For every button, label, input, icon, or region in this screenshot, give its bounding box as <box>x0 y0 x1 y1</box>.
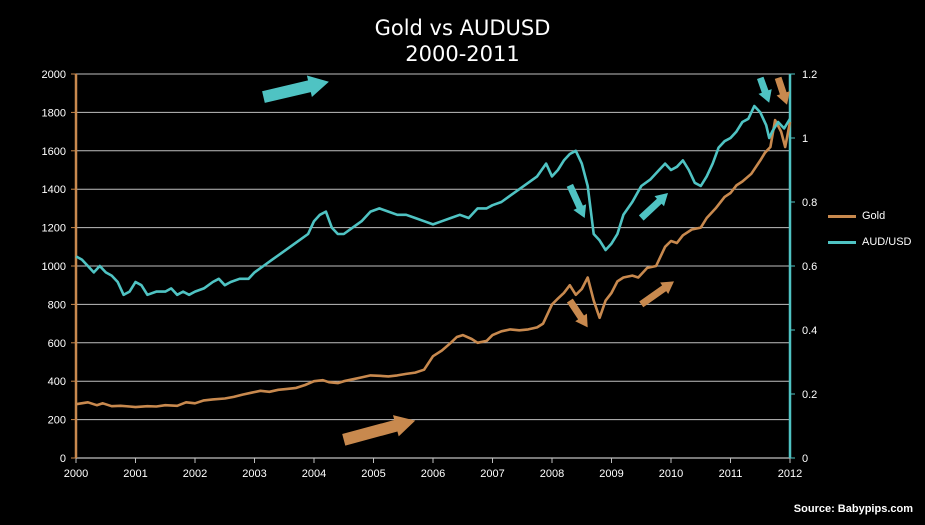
annotation-arrow-6 <box>639 281 674 308</box>
y-right-tick-label: 0.6 <box>802 261 817 273</box>
legend-label-audusd: AUD/USD <box>862 236 912 248</box>
annotation-arrow-1 <box>262 75 329 103</box>
y-left-tick-label: 800 <box>48 299 66 311</box>
x-tick-label: 2001 <box>123 468 147 480</box>
series-line-audusd <box>75 104 792 297</box>
x-tick-label: 2004 <box>302 468 326 480</box>
y-right-tick-label: 1.2 <box>802 69 817 81</box>
legend-item-gold: Gold <box>828 210 885 222</box>
legend-swatch-gold <box>828 214 856 218</box>
y-left-tick-label: 1400 <box>42 184 66 196</box>
source-note: Source: Babypips.com <box>793 503 913 515</box>
x-tick-label: 2011 <box>719 468 743 480</box>
legend-item-audusd: AUD/USD <box>828 236 912 248</box>
annotation-arrow-8 <box>774 76 790 105</box>
annotation-arrow-7 <box>757 76 772 103</box>
x-tick-label: 2010 <box>659 468 683 480</box>
y-left-tick-label: 400 <box>48 376 66 388</box>
legend-swatch-audusd <box>828 240 856 244</box>
x-tick-label: 2006 <box>421 468 445 480</box>
annotation-arrow-2 <box>342 415 416 446</box>
y-left-tick-label: 600 <box>48 338 66 350</box>
x-tick-label: 2002 <box>183 468 207 480</box>
y-right-tick-label: 0 <box>802 453 808 465</box>
chart-subtitle: 2000-2011 <box>405 42 520 66</box>
x-tick-label: 2007 <box>480 468 504 480</box>
annotation-arrow-5 <box>638 193 668 221</box>
x-tick-label: 2003 <box>242 468 266 480</box>
y-left-tick-label: 1800 <box>42 107 66 119</box>
x-tick-label: 2012 <box>778 468 802 480</box>
annotation-arrow-3 <box>566 183 587 218</box>
y-right-tick-label: 0.4 <box>802 325 817 337</box>
y-left-tick-label: 1600 <box>42 146 66 158</box>
y-left-tick-label: 1000 <box>42 261 66 273</box>
chart-title: Gold vs AUDUSD <box>374 16 551 40</box>
y-left-tick-label: 1200 <box>42 223 66 235</box>
x-tick-label: 2008 <box>540 468 564 480</box>
annotation-arrow-4 <box>566 298 588 328</box>
x-tick-label: 2009 <box>599 468 623 480</box>
series-line-gold <box>75 118 792 409</box>
x-tick-label: 2005 <box>361 468 385 480</box>
y-right-tick-label: 1 <box>802 133 808 145</box>
legend-label-gold: Gold <box>862 210 886 222</box>
y-left-tick-label: 200 <box>48 415 66 427</box>
y-right-tick-label: 0.8 <box>802 197 817 209</box>
y-left-tick-label: 0 <box>60 453 66 465</box>
y-right-tick-label: 0.2 <box>802 389 817 401</box>
x-tick-label: 2000 <box>64 468 88 480</box>
y-left-tick-label: 2000 <box>42 69 66 81</box>
